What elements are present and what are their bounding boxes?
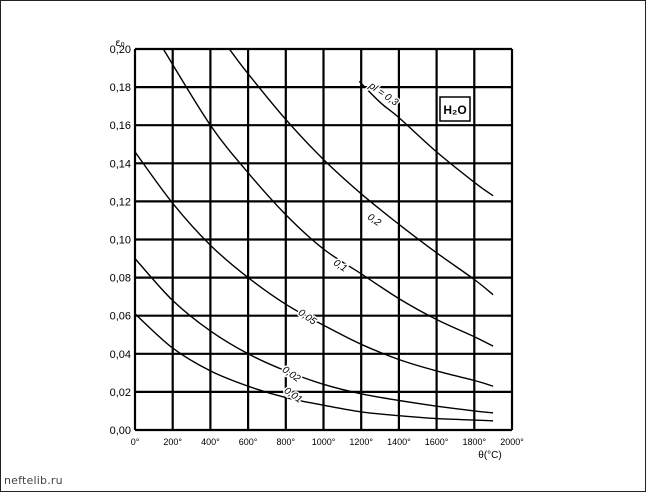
x-tick-label: 600° bbox=[239, 437, 258, 447]
x-tick-label: 400° bbox=[201, 437, 220, 447]
x-tick-label: 1000° bbox=[312, 437, 336, 447]
y-tick-label: 0,14 bbox=[110, 158, 131, 170]
x-tick-label: 1600° bbox=[425, 437, 449, 447]
series-label: 0,2 bbox=[365, 212, 383, 229]
series-line bbox=[358, 80, 494, 197]
series-line bbox=[134, 313, 494, 422]
series-line bbox=[134, 258, 494, 414]
x-tick-label: 1800° bbox=[462, 437, 486, 447]
series-label: 0,02 bbox=[280, 365, 303, 385]
annotations: H₂O bbox=[439, 96, 471, 122]
y-tick-label: 0,02 bbox=[110, 387, 131, 399]
y-tick-label: 0,08 bbox=[110, 273, 131, 285]
y-tick-label: 0,04 bbox=[110, 349, 131, 361]
y-tick-label: 0,10 bbox=[110, 235, 131, 247]
x-tick-label: 1200° bbox=[349, 437, 373, 447]
y-tick-label: 0,12 bbox=[110, 196, 131, 208]
x-tick-label: 2000° bbox=[500, 437, 524, 447]
series-line bbox=[162, 48, 494, 347]
annotation-box-text: H₂O bbox=[443, 103, 466, 117]
series-line bbox=[134, 151, 494, 387]
grid bbox=[133, 47, 514, 432]
y-tick-label: 0,06 bbox=[110, 311, 131, 323]
annotation-box bbox=[439, 96, 471, 122]
x-tick-label: 0° bbox=[131, 437, 140, 447]
x-tick-label: 800° bbox=[276, 437, 295, 447]
y-tick-label: 0,16 bbox=[110, 120, 131, 132]
y-tick-label: 0,00 bbox=[110, 425, 131, 437]
y-tick-label: 0,20 bbox=[110, 44, 131, 56]
watermark: neftelib.ru bbox=[4, 474, 63, 487]
series-label: 0,05 bbox=[296, 307, 319, 327]
series-label: 0,1 bbox=[331, 258, 349, 275]
series-lines bbox=[134, 48, 494, 422]
series-line bbox=[228, 48, 494, 296]
series-labels: 0,010,010,020,020,050,050,10,10,20,2pl =… bbox=[278, 79, 402, 408]
y-axis-label: ε₀ bbox=[115, 38, 124, 49]
x-tick-label: 1400° bbox=[387, 437, 411, 447]
x-tick-label: 200° bbox=[163, 437, 182, 447]
y-tick-label: 0,18 bbox=[110, 82, 131, 94]
x-axis-label: θ(°C) bbox=[478, 450, 501, 461]
axes: 0,000,020,040,060,080,100,120,140,160,18… bbox=[110, 38, 525, 461]
